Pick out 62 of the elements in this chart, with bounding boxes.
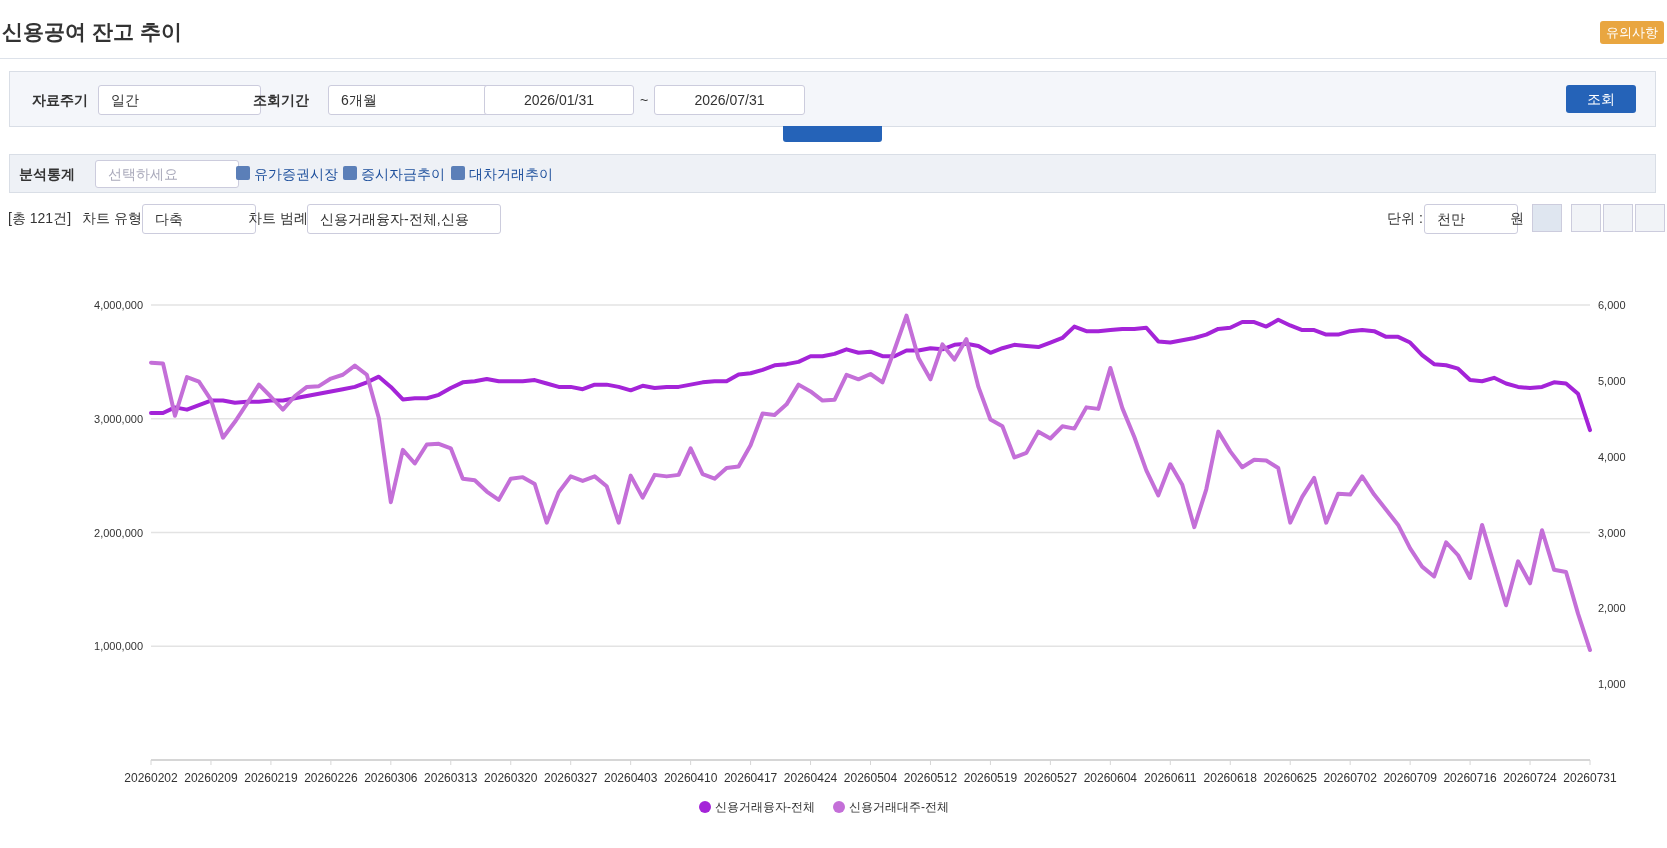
x-tick-label: 20260618: [1203, 771, 1258, 785]
y2-tick-label: 3,000: [1598, 526, 1626, 539]
text: 일간: [111, 92, 139, 108]
x-tick-label: 20260724: [1503, 771, 1558, 785]
x-tick-label: 20260320: [484, 771, 538, 785]
y2-tick-label: 2,000: [1598, 602, 1626, 615]
x-tick-label: 20260611: [1144, 771, 1197, 785]
x-tick-label: 20260512: [903, 771, 958, 785]
x-tick-label: 20260313: [424, 771, 478, 785]
x-tick-label: 20260417: [723, 771, 778, 785]
x-tick-label: 20260527: [1023, 771, 1078, 785]
text: 대차거래추이: [469, 165, 553, 184]
text: 유의사항: [1600, 21, 1664, 44]
x-tick-label: 20260403: [603, 771, 658, 785]
x-tick-label: 20260625: [1263, 771, 1318, 785]
y2-tick-label: 1,000: [1598, 678, 1626, 691]
x-tick-label: 20260424: [783, 771, 838, 785]
line-series: [149, 313, 1592, 653]
legend-label: 신용거래대주-전체: [849, 800, 949, 814]
x-tick-label: 20260709: [1383, 771, 1438, 785]
x-tick-label: 20260202: [124, 771, 179, 785]
line-series: [149, 317, 1592, 433]
x-tick-label: 20260731: [1563, 771, 1618, 785]
text: 분석통계: [19, 165, 75, 184]
text: 조회기간: [253, 91, 309, 110]
x-tick-label: 20260716: [1443, 771, 1498, 785]
x-tick-label: 20260410: [663, 771, 718, 785]
x-tick-label: 20260604: [1083, 771, 1138, 785]
text: 천만: [1437, 211, 1465, 227]
text: 신용거래융자-전체,신용: [307, 204, 501, 234]
text: 증시자금추이: [361, 165, 445, 184]
x-tick-label: 20260504: [843, 771, 898, 785]
x-tick-label: 20260702: [1323, 771, 1378, 785]
y-tick-label: 4,000,000: [94, 299, 143, 311]
x-tick-label: 20260306: [364, 771, 418, 785]
text: 자료주기: [32, 91, 88, 110]
legend-label: 신용거래융자-전체: [715, 800, 815, 814]
text: 다축: [155, 211, 183, 227]
y-tick-label: 1,000,000: [94, 640, 143, 653]
text: 선택하세요: [95, 160, 239, 188]
y2-tick-label: 4,000: [1598, 450, 1626, 463]
text: 조회: [1566, 85, 1636, 113]
x-tick-label: 20260327: [544, 771, 598, 785]
text: 차트 범례: [248, 209, 308, 228]
y2-tick-label: 5,000: [1598, 374, 1626, 387]
y-tick-label: 2,000,000: [94, 526, 143, 539]
text: 단위 :: [1387, 209, 1423, 228]
text: 유가증권시장: [254, 165, 338, 184]
x-tick-label: 20260219: [244, 771, 298, 785]
chart-title: 신용공여 잔고 추이: [2, 19, 182, 45]
y2-tick-label: 6,000: [1598, 299, 1626, 311]
x-tick-label: 20260226: [304, 771, 358, 785]
x-tick-label: 20260519: [963, 771, 1018, 785]
text: 차트 유형: [82, 209, 142, 228]
text: 2026/01/31: [484, 85, 634, 115]
y-tick-label: 3,000,000: [94, 412, 143, 425]
text: 원: [1510, 209, 1524, 228]
text: 2026/07/31: [654, 85, 805, 115]
text: 6개월: [328, 85, 491, 115]
x-tick-label: 20260209: [184, 771, 238, 785]
text: ~: [640, 91, 649, 110]
text: [총 121건]: [8, 209, 72, 228]
